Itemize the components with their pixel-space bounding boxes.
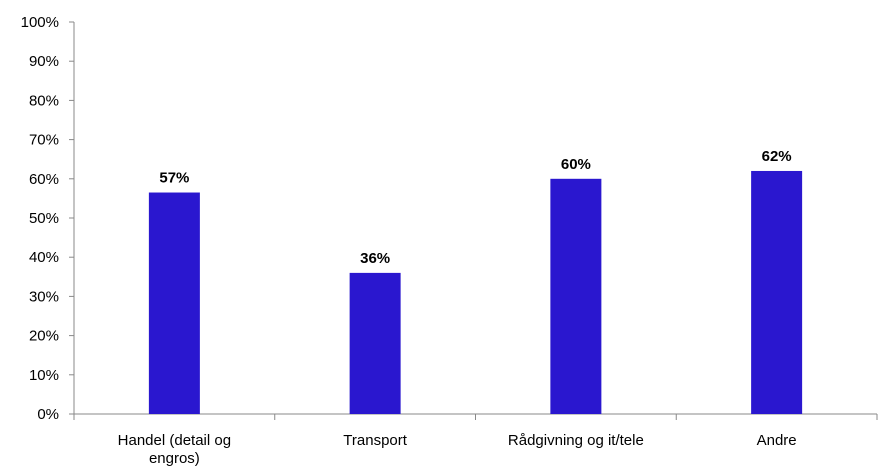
bar: [550, 178, 602, 414]
x-category-label-line: Handel (detail og: [118, 432, 231, 449]
category-labels: Handel (detail og engros) Transport Rådgivn…: [118, 432, 797, 467]
y-tick-label: 50%: [29, 210, 59, 227]
x-category-label: Andre: [757, 432, 797, 449]
data-label: 36%: [360, 250, 390, 267]
bars: [148, 170, 803, 414]
x-category-label-line: engros): [149, 450, 200, 467]
x-category-label: Handel (detail og engros): [118, 432, 231, 467]
bar: [148, 192, 200, 414]
y-tick-label: 100%: [21, 14, 59, 31]
y-tick-label: 30%: [29, 288, 59, 305]
x-category-label: Transport: [343, 432, 407, 449]
y-tick-label: 20%: [29, 328, 59, 345]
y-axis: 0% 10% 20% 30% 40% 50% 60% 70% 80% 90% 100%: [21, 14, 75, 423]
y-tick-label: 40%: [29, 249, 59, 266]
data-label: 62%: [762, 148, 792, 165]
y-tick-label: 60%: [29, 171, 59, 188]
x-category-label-line: Transport: [343, 432, 407, 449]
x-category-label-line: Rådgivning og it/tele: [508, 432, 644, 449]
y-tick-label: 80%: [29, 92, 59, 109]
x-category-label-line: Andre: [757, 432, 797, 449]
y-tick-label: 90%: [29, 53, 59, 70]
data-label: 60%: [561, 156, 591, 173]
y-tick-label: 0%: [37, 406, 59, 423]
x-axis: [73, 413, 878, 420]
bar: [751, 170, 803, 414]
data-label: 57%: [159, 170, 189, 187]
bar: [349, 272, 401, 414]
y-tick-label: 10%: [29, 367, 59, 384]
x-category-label: Rådgivning og it/tele: [508, 432, 644, 449]
data-labels: 57% 36% 60% 62%: [159, 148, 791, 267]
y-tick-label: 70%: [29, 132, 59, 149]
